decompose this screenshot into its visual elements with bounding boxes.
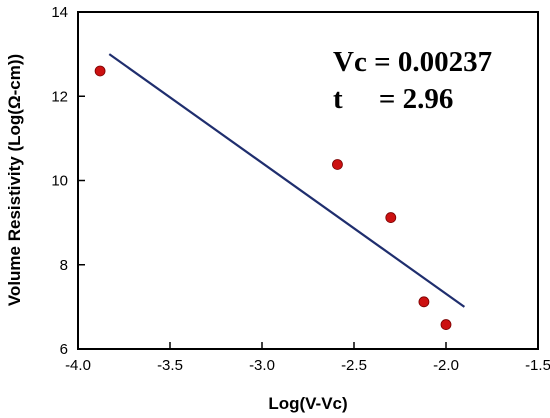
fit-line-layer bbox=[108, 53, 466, 308]
y-tick-label: 6 bbox=[60, 341, 68, 358]
fit-line bbox=[108, 53, 466, 308]
x-tick-label: -2.0 bbox=[433, 357, 459, 374]
data-points-layer bbox=[94, 65, 452, 330]
x-axis-title: Log(V-Vc) bbox=[268, 394, 347, 413]
annotation-t: t = 2.96 bbox=[333, 83, 453, 115]
x-tick-label: -1.5 bbox=[525, 357, 550, 374]
y-tick-label: 10 bbox=[51, 173, 68, 190]
data-point bbox=[440, 319, 452, 330]
y-tick-label: 8 bbox=[60, 257, 68, 274]
x-tick-label: -3.5 bbox=[157, 357, 183, 374]
x-tick-label: -3.0 bbox=[249, 357, 275, 374]
y-axis-ticks: 6 8 10 12 14 bbox=[51, 4, 85, 358]
annotation-vc: Vc = 0.00237 bbox=[333, 46, 492, 78]
y-tick-label: 12 bbox=[51, 88, 68, 105]
data-point bbox=[332, 159, 343, 170]
data-point bbox=[385, 212, 397, 223]
x-axis-ticks: -4.0 -3.5 -3.0 -2.5 -2.0 -1.5 bbox=[65, 342, 550, 374]
data-point bbox=[94, 65, 106, 77]
x-tick-label: -4.0 bbox=[65, 357, 91, 374]
y-tick-label: 14 bbox=[51, 4, 68, 21]
x-tick-label: -2.5 bbox=[341, 357, 367, 374]
data-point bbox=[418, 296, 430, 308]
plot-frame bbox=[77, 11, 539, 350]
y-axis-title: Volume Resistivity (Log(Ω-cm)) bbox=[5, 54, 24, 306]
